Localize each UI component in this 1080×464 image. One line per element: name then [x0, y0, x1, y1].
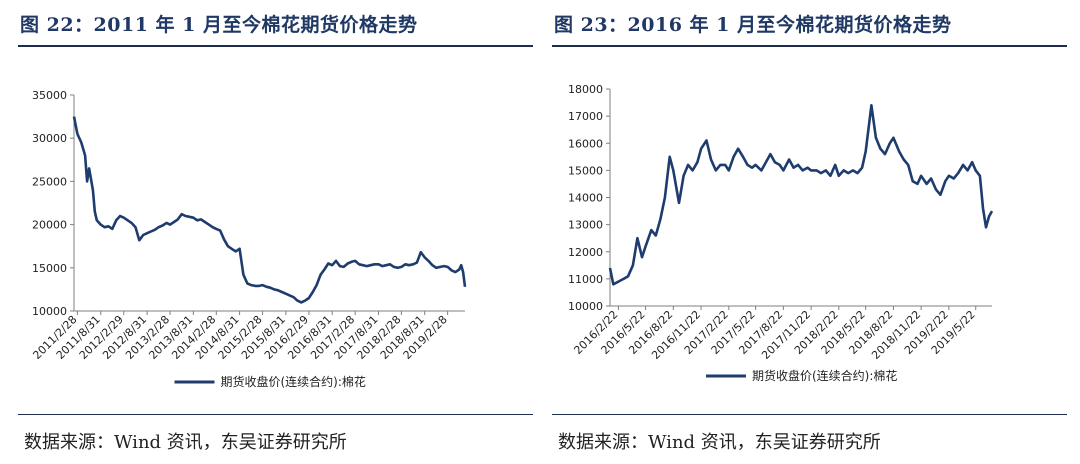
y-tick-label: 16000	[568, 137, 603, 150]
y-tick-label: 25000	[32, 175, 67, 188]
y-tick-label: 13000	[568, 219, 603, 232]
figure-22-panel: 图 22：2011 年 1 月至今棉花期货价格走势 10000 15000 2000…	[18, 0, 533, 464]
source-rule	[552, 414, 1067, 415]
legend-label: 期货收盘价(连续合约):棉花	[221, 374, 366, 389]
source-rule	[18, 414, 533, 415]
y-tick-label: 10000	[568, 300, 603, 313]
source-note: 数据来源：Wind 资讯，东吴证券研究所	[558, 432, 881, 453]
series-line	[72, 116, 467, 304]
cotton-futures-chart-2011: 1000015000200002500030000350002011/2/282…	[30, 89, 467, 389]
figure-title: 图 22：2011 年 1 月至今棉花期货价格走势	[20, 14, 418, 36]
y-tick-label: 10000	[32, 305, 67, 318]
y-tick-label: 17000	[568, 110, 603, 123]
y-tick-label: 18000	[568, 83, 603, 96]
series-line	[608, 103, 994, 286]
legend-label: 期货收盘价(连续合约):棉花	[752, 368, 897, 383]
source-note: 数据来源：Wind 资讯，东吴证券研究所	[24, 432, 347, 453]
y-tick-label: 14000	[568, 192, 603, 205]
figure-23-panel: 图 23：2016 年 1 月至今棉花期货价格走势 10000 11000 1200…	[552, 0, 1067, 464]
y-tick-label: 30000	[32, 132, 67, 145]
y-tick-label: 20000	[32, 219, 67, 232]
y-tick-label: 35000	[32, 89, 67, 102]
y-tick-label: 11000	[568, 273, 603, 286]
y-tick-label: 12000	[568, 246, 603, 259]
y-tick-label: 15000	[568, 164, 603, 177]
title-rule	[552, 45, 1067, 47]
figure-title: 图 23：2016 年 1 月至今棉花期货价格走势	[554, 14, 952, 36]
y-tick-label: 15000	[32, 262, 67, 275]
title-rule	[18, 45, 533, 47]
cotton-futures-chart-2016: 10000 11000 12000 13000 14000 15000 16000 17000…	[568, 83, 994, 383]
